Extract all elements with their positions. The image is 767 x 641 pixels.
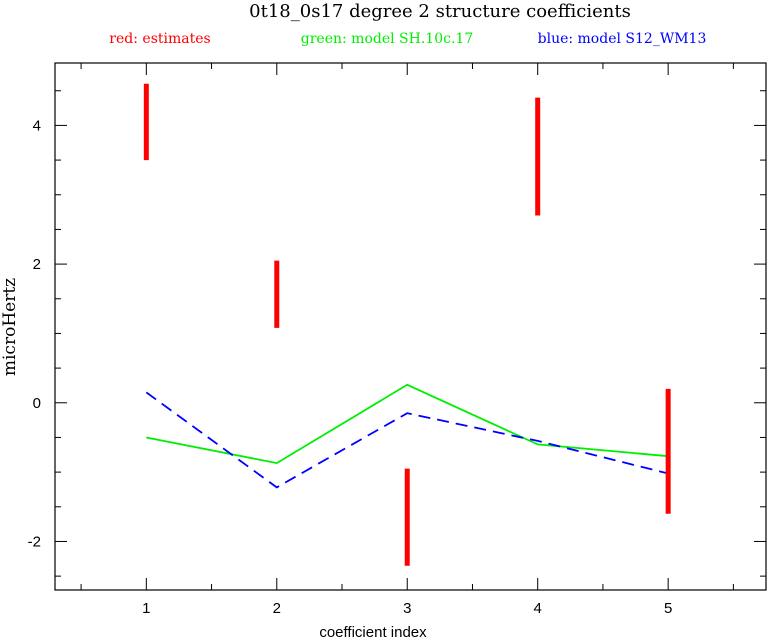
chart-title: 0t18_0s17 degree 2 structure coefficient… <box>249 1 631 22</box>
y-tick-label: 4 <box>33 117 41 134</box>
data-marks <box>143 83 671 566</box>
y-axis-label: microHertz <box>0 278 20 376</box>
legend-estimates: red: estimates <box>109 31 210 47</box>
y-tick-label: 0 <box>33 395 41 412</box>
series-line-1 <box>146 383 669 465</box>
series-line-2 <box>145 391 669 489</box>
legend-model-sh: green: model SH.10c.17 <box>301 31 473 47</box>
x-tick-label: 1 <box>142 600 150 617</box>
y-tick-label: -2 <box>28 533 41 550</box>
x-tick-label: 4 <box>534 600 542 617</box>
x-axis-label: coefficient index <box>319 624 427 641</box>
plot-frame <box>54 62 767 591</box>
x-tick-label: 3 <box>403 600 411 617</box>
tick-labels: 1 2 3 4 5 -2 0 2 4 <box>28 117 673 617</box>
x-tick-label: 2 <box>273 600 281 617</box>
axis-ticks <box>55 63 766 590</box>
x-tick-label: 5 <box>664 600 672 617</box>
legend-model-s12: blue: model S12_WM13 <box>538 31 707 47</box>
y-tick-label: 2 <box>33 256 41 273</box>
